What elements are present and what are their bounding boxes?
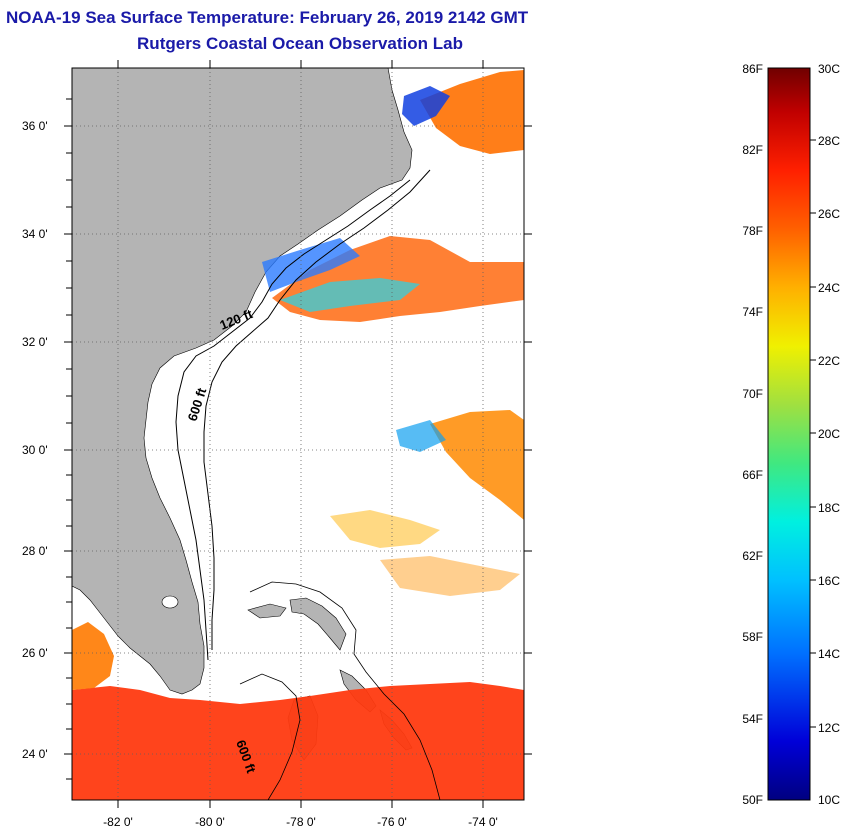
lon-label: -82 0' [103, 815, 133, 829]
lake-okeechobee [161, 595, 179, 609]
colorbar-label-f: 78F [742, 224, 763, 238]
sst-scattered-yellow [330, 510, 440, 548]
lon-label: -80 0' [195, 815, 225, 829]
lon-label: -76 0' [377, 815, 407, 829]
sst-scattered-orange [380, 556, 520, 596]
colorbar [767, 67, 811, 801]
map-subtitle: Rutgers Coastal Ocean Observation Lab [137, 34, 463, 53]
colorbar-label-f: 74F [742, 305, 763, 319]
colorbar-label-c: 14C [818, 647, 840, 661]
colorbar-label-f: 66F [742, 468, 763, 482]
sst-northeast [420, 70, 524, 154]
colorbar-label-f: 86F [742, 62, 763, 76]
lat-label: 30 0' [22, 443, 48, 457]
lat-label: 34 0' [22, 227, 48, 241]
colorbar-label-f: 82F [742, 143, 763, 157]
colorbar-label-c: 30C [818, 62, 840, 76]
map-title: NOAA-19 Sea Surface Temperature: Februar… [6, 8, 529, 27]
colorbar-label-f: 70F [742, 387, 763, 401]
map-frame [71, 67, 525, 801]
colorbar-label-c: 26C [818, 207, 840, 221]
colorbar-label-f: 62F [742, 549, 763, 563]
graticule [72, 68, 524, 800]
colorbar-ticks [810, 139, 816, 728]
colorbar-label-c: 20C [818, 427, 840, 441]
axis-ticks [64, 60, 532, 808]
lon-label: -74 0' [468, 815, 498, 829]
lat-label: 26 0' [22, 646, 48, 660]
sst-east-cold [396, 420, 446, 452]
bahamas-abaco [289, 597, 347, 651]
colorbar-label-c: 18C [818, 501, 840, 515]
contour-600ft [203, 169, 431, 650]
contour-120ft [175, 179, 411, 661]
lat-label: 28 0' [22, 544, 48, 558]
colorbar-label-c: 22C [818, 354, 840, 368]
lat-label: 36 0' [22, 119, 48, 133]
colorbar-label-c: 16C [818, 574, 840, 588]
colorbar-label-c: 10C [818, 793, 840, 807]
colorbar-label-f: 54F [742, 712, 763, 726]
sst-cold-streak [262, 238, 360, 292]
sst-northeast-cold [402, 86, 450, 126]
colorbar-label-f: 50F [742, 793, 763, 807]
lat-label: 32 0' [22, 335, 48, 349]
sst-east-mid [430, 410, 524, 520]
colorbar-label-c: 28C [818, 134, 840, 148]
lon-label: -78 0' [286, 815, 316, 829]
land-us-east-coast [72, 68, 413, 695]
sst-south-warm [72, 682, 524, 800]
contour-bahamas [249, 581, 441, 800]
contour-bahamas-2 [239, 673, 301, 800]
colorbar-label-c: 24C [818, 281, 840, 295]
colorbar-label-c: 12C [818, 721, 840, 735]
lat-label: 24 0' [22, 747, 48, 761]
colorbar-label-f: 58F [742, 630, 763, 644]
sst-florida-west [72, 622, 114, 690]
bahamas-grand [247, 603, 287, 619]
sst-cyan-streak [280, 278, 420, 312]
